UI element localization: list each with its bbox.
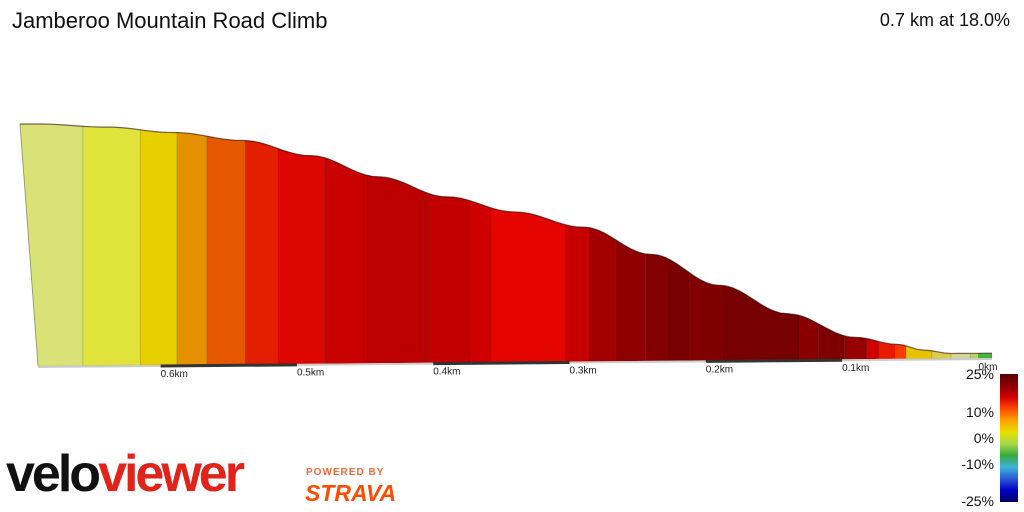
legend-label: 10% xyxy=(965,404,994,421)
gradient-segment-3 xyxy=(176,132,208,366)
x-tick-label: 0.4km xyxy=(433,367,460,378)
gradient-segment-6 xyxy=(277,148,325,365)
distance-axis: 0.6km 0.5km 0.4km 0.3km 0.2km 0.1km 0km xyxy=(37,358,998,380)
gradient-segment-8 xyxy=(364,174,427,364)
gradient-segment-20 xyxy=(818,323,846,360)
gradient-segment-11 xyxy=(491,207,566,363)
axis-band xyxy=(160,363,297,368)
gradient-segment-4 xyxy=(206,135,246,365)
profile-outline xyxy=(19,123,992,367)
gradient-segment-25 xyxy=(905,345,933,360)
gradient-segments xyxy=(19,123,993,367)
logo-viewer: viewer xyxy=(98,445,245,503)
legend-label: -25% xyxy=(961,493,994,509)
gradient-segment-29 xyxy=(978,352,993,359)
climb-summary: 0.7 km at 18.0% xyxy=(879,10,1010,30)
gradient-legend-bar xyxy=(1000,374,1018,502)
legend-label: 25% xyxy=(965,366,994,382)
axis-band xyxy=(433,361,570,366)
gradient-segment-17 xyxy=(689,272,724,361)
veloviewer-logo[interactable]: veloviewer xyxy=(6,445,245,503)
chart-title: Jamberoo Mountain Road Climb xyxy=(12,8,328,33)
gradient-segment-12 xyxy=(565,224,591,362)
legend-label: -10% xyxy=(961,455,994,472)
gradient-segment-13 xyxy=(589,227,617,362)
gradient-segment-5 xyxy=(244,140,279,365)
gradient-segment-9 xyxy=(426,192,471,364)
gradient-segment-24 xyxy=(894,343,907,360)
gradient-segment-21 xyxy=(844,335,867,360)
x-tick-label: 0.1km xyxy=(842,363,869,374)
gradient-segment-16 xyxy=(668,258,690,362)
x-tick-label: 0.6km xyxy=(161,369,188,380)
axis-band xyxy=(705,358,843,363)
gradient-segment-2 xyxy=(139,129,178,366)
gradient-segment-10 xyxy=(469,200,493,363)
x-tick-label: 0km xyxy=(979,362,998,373)
x-tick-label: 0.3km xyxy=(570,365,597,376)
profile-left-edge xyxy=(19,123,39,367)
strava-logo[interactable]: STRAVA xyxy=(305,480,397,506)
x-tick-label: 0.2km xyxy=(706,364,733,375)
legend-label: 0% xyxy=(973,430,994,446)
powered-by-text: POWERED BY xyxy=(306,467,385,478)
gradient-segment-14 xyxy=(615,239,647,362)
x-tick-label: 0.5km xyxy=(297,368,324,379)
gradient-segment-7 xyxy=(323,157,366,364)
logo-velo: velo xyxy=(6,445,101,503)
gradient-segment-28 xyxy=(969,352,979,359)
gradient-segment-15 xyxy=(645,253,670,362)
profile-top-line xyxy=(20,123,992,355)
gradient-segment-18 xyxy=(723,285,799,361)
gradient-segment-1 xyxy=(82,125,141,366)
